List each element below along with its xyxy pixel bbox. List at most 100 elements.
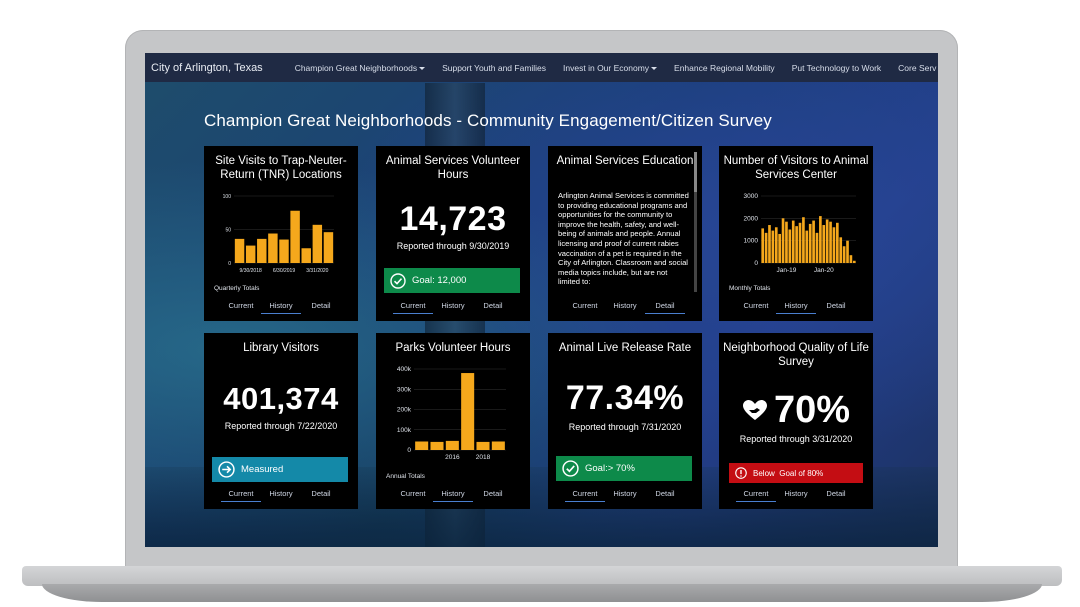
tab-current[interactable]: Current [221, 489, 261, 502]
chart-footer-label: Monthly Totals [729, 285, 771, 292]
card-live-release-rate[interactable]: Animal Live Release Rate 77.34% Reported… [548, 333, 702, 509]
chart-footer-label: Annual Totals [386, 473, 425, 480]
tab-detail[interactable]: Detail [826, 489, 846, 498]
tab-history[interactable]: History [613, 489, 637, 498]
bar [785, 221, 788, 263]
bar [781, 218, 785, 263]
bar [257, 238, 267, 263]
tab-detail[interactable]: Detail [645, 301, 685, 314]
card-title: Parks Volunteer Hours [395, 342, 511, 354]
scrollbar-thumb[interactable] [694, 152, 697, 192]
bar [268, 233, 278, 263]
bar [849, 255, 853, 263]
tab-current[interactable]: Current [565, 489, 605, 502]
bar [805, 230, 809, 263]
tab-history[interactable]: History [784, 489, 808, 498]
bar [836, 222, 839, 263]
nav-item-technology[interactable]: Put Technology to Work [791, 62, 882, 73]
card-visitors-animal-center[interactable]: Number of Visitors to Animal Services Ce… [719, 146, 873, 321]
top-navbar: City of Arlington, Texas Champion Great … [145, 53, 938, 82]
card-title: Neighborhood Quality of Life Survey [723, 342, 869, 368]
card-tabs: Current History Detail [376, 301, 530, 314]
card-quality-of-life[interactable]: Neighborhood Quality of Life Survey 70% … [719, 333, 873, 509]
card-tabs: Current History Detail [204, 489, 358, 502]
card-tabs: Current History Detail [376, 489, 530, 502]
bar [461, 373, 475, 450]
goal-status-bar: Goal:> 70% [556, 456, 692, 481]
card-tabs: Current History Detail [719, 301, 873, 314]
bar [822, 225, 826, 263]
nav-item-economy[interactable]: Invest in Our Economy [563, 63, 658, 73]
chart-footer-label: Quarterly Totals [214, 285, 260, 292]
nav-item-mobility[interactable]: Enhance Regional Mobility [674, 62, 775, 73]
bar [778, 233, 781, 263]
tab-history[interactable]: History [269, 489, 293, 498]
tab-history[interactable]: History [433, 489, 473, 502]
card-parks-volunteer-hours[interactable]: Parks Volunteer Hours 0 100k 200k 300k 400k 2… [376, 333, 530, 509]
card-volunteer-hours[interactable]: Animal Services Volunteer Hours 14,723 R… [376, 146, 530, 321]
card-tabs: Current History Detail [548, 301, 702, 314]
bar [323, 232, 334, 263]
bar [415, 441, 429, 450]
y-tick-label: 400k [397, 366, 412, 373]
card-library-visitors[interactable]: Library Visitors 401,374 Reported throug… [204, 333, 358, 509]
tab-history[interactable]: History [261, 301, 301, 314]
tab-detail[interactable]: Detail [483, 489, 503, 498]
tab-current[interactable]: Current [736, 489, 776, 502]
bar [761, 228, 765, 263]
tab-detail[interactable]: Detail [826, 301, 846, 310]
bar [815, 232, 819, 263]
card-tabs: Current History Detail [204, 301, 358, 314]
tab-detail[interactable]: Detail [311, 301, 331, 310]
visitors-bar-chart: 0 1000 2000 3000 Jan-19 Jan-20 [744, 193, 856, 274]
tab-detail[interactable]: Detail [483, 301, 503, 310]
bar [812, 220, 815, 263]
kpi-value: 70% [773, 389, 851, 431]
tab-history[interactable]: History [613, 301, 637, 310]
kpi-value: 401,374 [223, 381, 339, 416]
nav-item-youth-families[interactable]: Support Youth and Families [442, 62, 547, 73]
tab-current[interactable]: Current [400, 489, 426, 498]
tab-detail[interactable]: Detail [655, 489, 675, 498]
bar [445, 440, 459, 450]
bar [234, 238, 245, 263]
card-title: Library Visitors [243, 342, 319, 354]
reported-date: Reported through 7/31/2020 [568, 422, 682, 432]
bar [819, 216, 822, 263]
nav-item-neighborhoods[interactable]: Champion Great Neighborhoods [295, 63, 426, 73]
tab-current[interactable]: Current [572, 301, 598, 310]
goal-label: Goal: 12,000 [412, 275, 467, 286]
bar [290, 210, 300, 263]
x-tick-label: 9/30/2018 [240, 268, 262, 274]
tab-history[interactable]: History [776, 301, 816, 314]
goal-label: Goal:> 70% [585, 463, 635, 474]
laptop-foot [42, 584, 1042, 602]
site-brand[interactable]: City of Arlington, Texas [151, 61, 263, 74]
bar [795, 226, 798, 263]
bar [245, 245, 256, 263]
card-tnr-site-visits[interactable]: Site Visits to Trap-Neuter-Return (TNR) … [204, 146, 358, 321]
heart-hand-icon [742, 399, 767, 420]
card-animal-education[interactable]: Animal Services Education Arlington Anim… [548, 146, 702, 321]
status-label: Below Goal of 80% [753, 468, 824, 478]
bar [839, 237, 843, 263]
card-title: Site Visits to Trap-Neuter-Return (TNR) … [215, 155, 347, 181]
bar [846, 240, 849, 263]
kpi-value: 77.34% [565, 379, 685, 417]
tab-detail[interactable]: Detail [311, 489, 331, 498]
bar [764, 232, 768, 263]
tab-current[interactable]: Current [743, 301, 769, 310]
tab-history[interactable]: History [441, 301, 465, 310]
scrollbar-track[interactable] [694, 152, 697, 292]
card-tabs: Current History Detail [719, 489, 873, 502]
nav-item-core-services[interactable]: Core Serv [898, 62, 937, 73]
bar [430, 441, 444, 450]
reported-date: Reported through 3/31/2020 [739, 434, 853, 444]
x-tick-label: 6/30/2019 [273, 268, 295, 274]
tab-current[interactable]: Current [393, 301, 433, 314]
reported-date: Reported through 9/30/2019 [396, 241, 510, 251]
y-tick-label: 2000 [744, 215, 759, 222]
measured-status-bar: Measured [212, 457, 348, 482]
tab-current[interactable]: Current [228, 301, 254, 310]
arrow-right-circle-icon [218, 461, 235, 478]
